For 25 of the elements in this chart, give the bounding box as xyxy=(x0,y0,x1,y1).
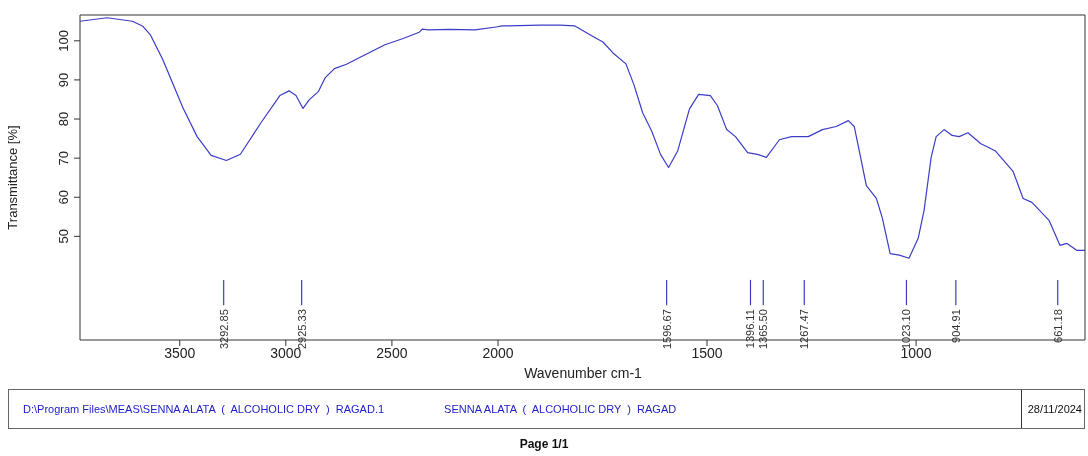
ref-line-label: 904.91 xyxy=(949,309,962,343)
ref-line-label: 661.18 xyxy=(1051,309,1064,343)
ref-line-label: 2925.33 xyxy=(295,309,308,349)
y-tick-label: 50 xyxy=(56,229,71,244)
y-axis-title: Transmittance [%] xyxy=(4,125,20,230)
text: SENNA ALATA ( ALCOHOLIC DRY ) RAGAD xyxy=(444,403,677,415)
x-tick-label: 2500 xyxy=(376,344,408,361)
ref-line-label: 1365.50 xyxy=(757,309,770,349)
ref-line-label: 1396.11 xyxy=(744,309,757,349)
x-tick-label: 2000 xyxy=(482,344,514,361)
y-tick-label: 80 xyxy=(56,111,71,127)
text: Page 1/1 xyxy=(518,437,570,451)
ref-line-label: 1596.67 xyxy=(660,309,673,349)
text: 28/11/2024 xyxy=(1020,390,1084,428)
x-tick-label: 3500 xyxy=(164,344,196,361)
ref-line-label: 3292.85 xyxy=(217,309,230,349)
x-tick-label: 1500 xyxy=(691,344,723,361)
y-tick-label: 100 xyxy=(56,29,71,52)
y-tick-label: 70 xyxy=(56,150,71,166)
ref-line-label: 1267.47 xyxy=(798,309,811,349)
ref-line-label: 1023.10 xyxy=(900,309,913,349)
x-axis-title: Wavenumber cm-1 xyxy=(524,365,643,381)
y-tick-label: 60 xyxy=(56,190,71,205)
y-tick-label: 90 xyxy=(56,72,71,88)
text: D:\Program Files\MEAS\SENNA ALATA ( ALCOHOLIC DRY ) RAGAD.1 xyxy=(23,403,385,415)
